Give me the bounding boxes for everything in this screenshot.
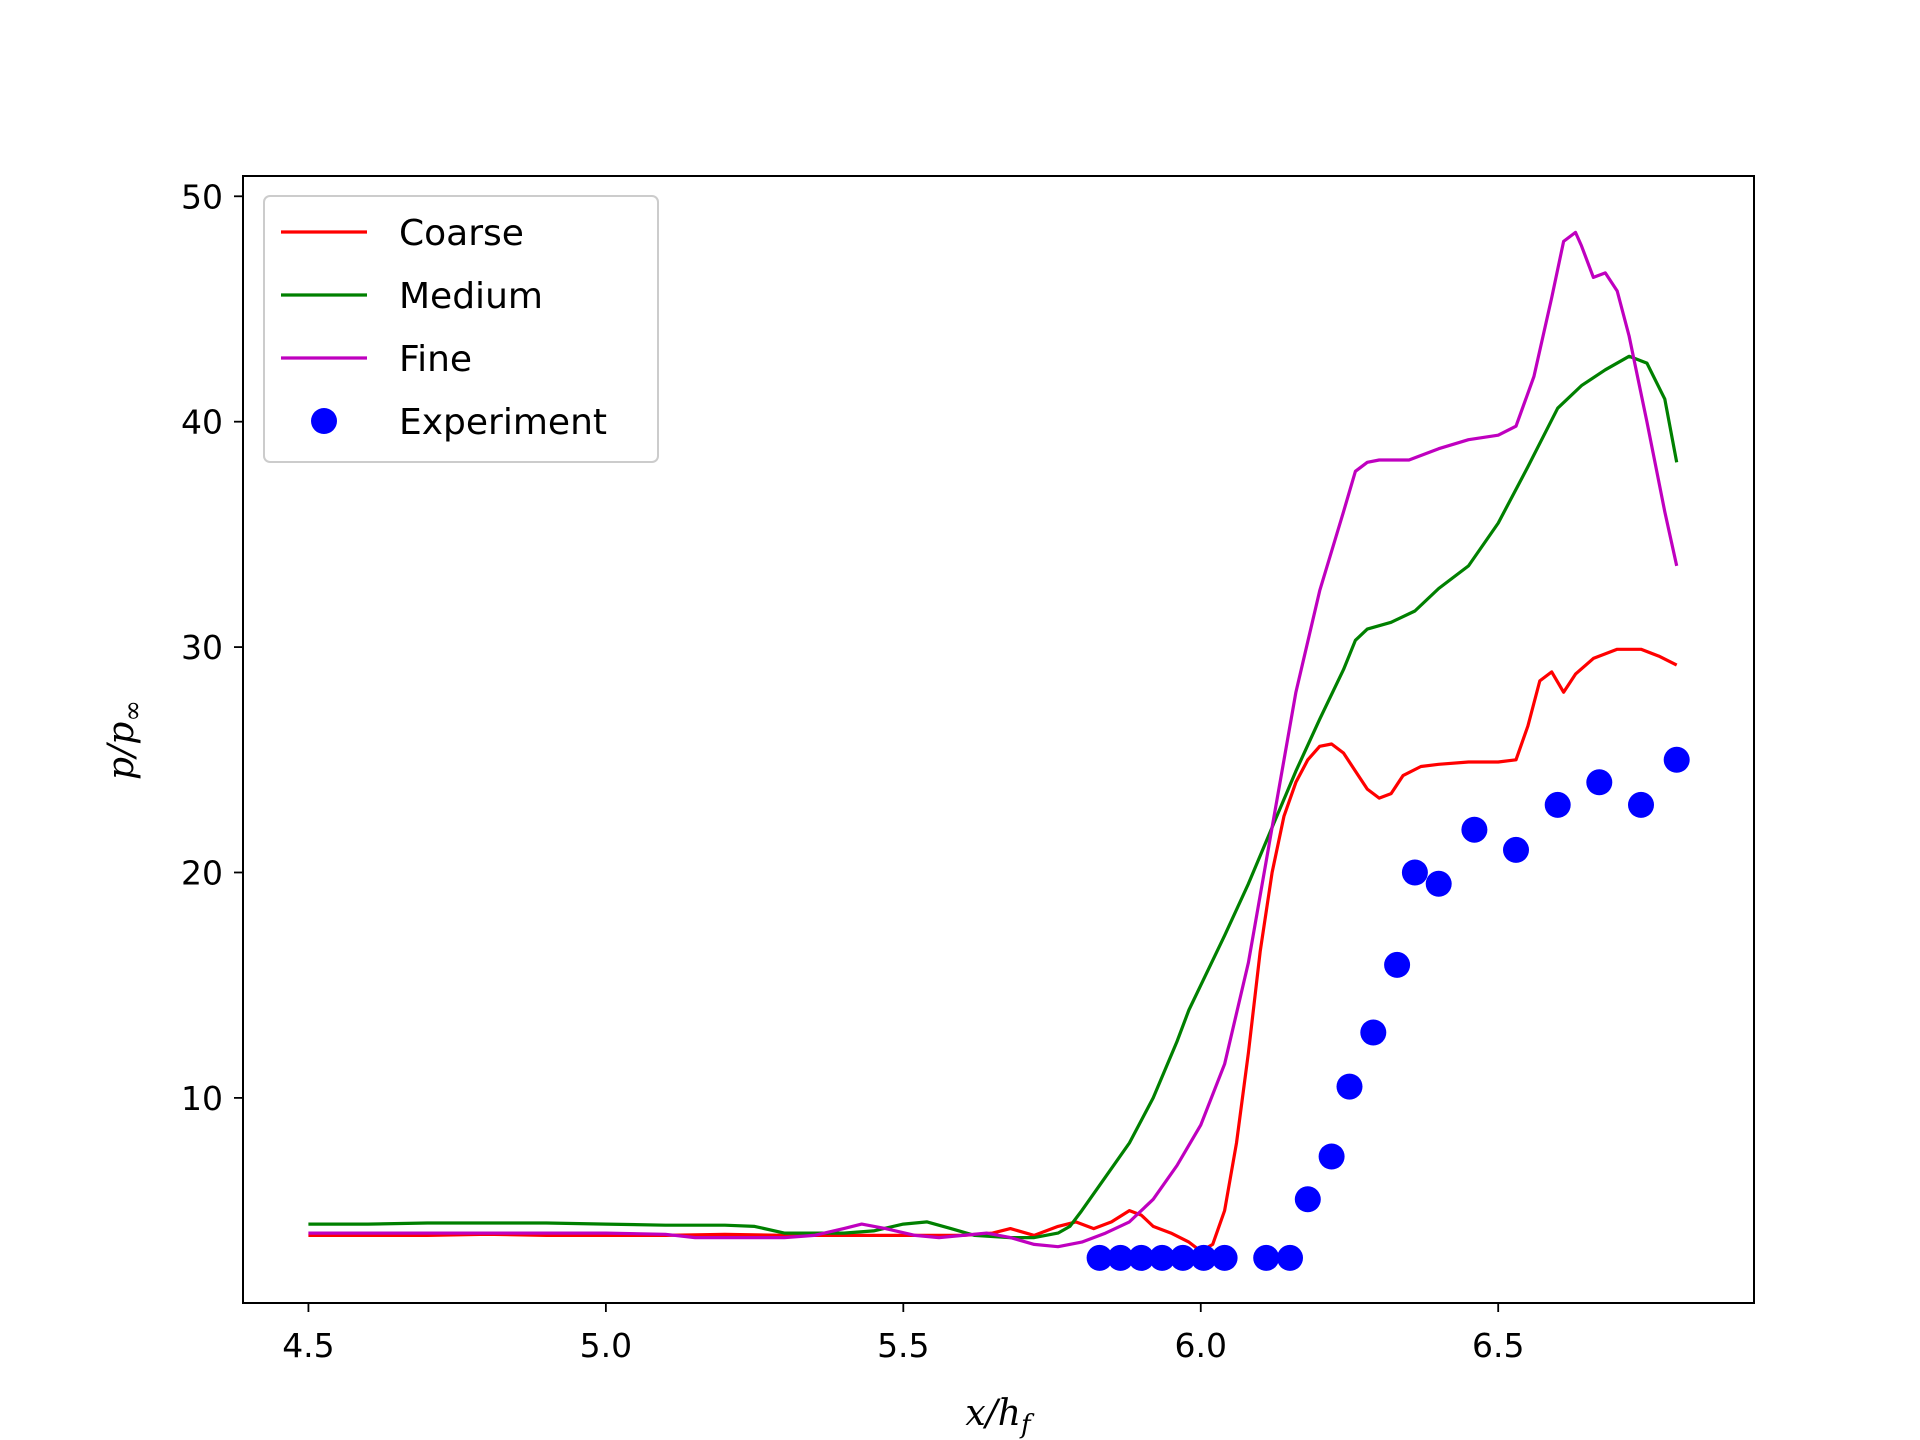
experiment-marker xyxy=(1503,836,1529,863)
x-tick-label: 4.5 xyxy=(282,1326,334,1365)
experiment-marker xyxy=(1190,1244,1217,1271)
experiment-marker xyxy=(1211,1244,1238,1271)
experiment-marker xyxy=(1169,1244,1196,1271)
experiment-marker xyxy=(1318,1143,1345,1170)
x-tick-label: 5.5 xyxy=(877,1326,929,1365)
y-tick-label: 20 xyxy=(181,853,223,892)
x-axis-label: x/hf xyxy=(965,1393,1035,1440)
series-line-medium xyxy=(308,354,1679,1240)
series-line-coarse xyxy=(308,647,1678,1253)
plot-area-frame xyxy=(242,175,1755,1304)
legend-label-fine: Fine xyxy=(399,339,472,380)
experiment-marker xyxy=(1544,791,1571,818)
experiment-marker xyxy=(1360,1019,1387,1046)
y-tick-label: 30 xyxy=(181,628,223,667)
legend-label-coarse: Coarse xyxy=(399,213,524,254)
experiment-marker xyxy=(1384,951,1411,978)
experiment-marker xyxy=(1149,1244,1176,1271)
legend-label-medium: Medium xyxy=(399,276,543,317)
experiment-marker xyxy=(1128,1244,1155,1271)
y-axis-title: p/p∞ xyxy=(101,700,148,780)
x-tick-label: 6.5 xyxy=(1472,1326,1524,1365)
experiment-marker xyxy=(1336,1073,1363,1100)
legend-swatch-experiment xyxy=(311,408,337,434)
y-tick-label: 10 xyxy=(181,1079,223,1118)
y-tick-label: 40 xyxy=(181,403,223,442)
legend-label-experiment: Experiment xyxy=(399,402,607,443)
series-layer xyxy=(308,230,1690,1271)
experiment-marker xyxy=(1253,1244,1280,1271)
experiment-marker xyxy=(1086,1244,1113,1271)
experiment-marker xyxy=(1277,1244,1303,1271)
experiment-marker xyxy=(1107,1244,1134,1271)
experiment-marker xyxy=(1461,816,1488,843)
y-axis-label: p/p∞ xyxy=(101,700,148,780)
ticks-layer: 4.5 5.0 5.5 6.0 6.5 10 20 30 40 50 xyxy=(181,177,1524,1365)
experiment-marker xyxy=(1294,1186,1321,1213)
experiment-marker xyxy=(1425,870,1452,897)
x-axis-title: x/hf xyxy=(965,1393,1035,1440)
y-tick-label: 50 xyxy=(181,177,223,216)
experiment-marker xyxy=(1586,769,1613,796)
legend-box xyxy=(263,195,659,463)
experiment-marker xyxy=(1663,746,1690,773)
series-line-fine xyxy=(308,230,1679,1249)
x-tick-label: 6.0 xyxy=(1175,1326,1227,1365)
experiment-marker xyxy=(1401,859,1428,886)
legend: Coarse Medium Fine Experiment xyxy=(263,195,659,463)
x-tick-label: 5.0 xyxy=(580,1326,632,1365)
experiment-marker xyxy=(1628,791,1654,818)
